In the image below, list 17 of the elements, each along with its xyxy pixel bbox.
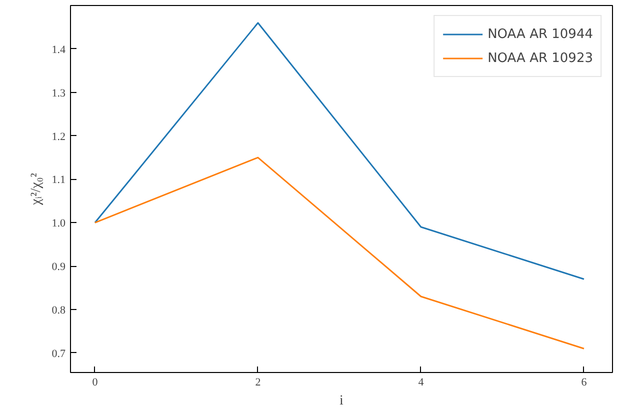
y-axis-title: χᵢ²/χ₀²	[28, 173, 44, 206]
y-tick-label: 1.0	[52, 218, 66, 230]
legend-label: NOAA AR 10944	[488, 26, 593, 42]
y-tick-label: 0.7	[52, 348, 66, 360]
y-tick-label: 1.3	[52, 87, 66, 100]
x-tick-label: 0	[92, 376, 98, 388]
y-tick-label: 0.9	[52, 261, 66, 274]
legend-label: NOAA AR 10923	[488, 50, 593, 66]
y-tick-label: 1.1	[52, 174, 66, 186]
x-axis-title: i	[340, 394, 344, 408]
y-tick-label: 1.2	[52, 130, 66, 143]
x-tick-label: 4	[418, 376, 424, 388]
line-series	[94, 156, 585, 350]
x-tick-label: 6	[581, 376, 588, 388]
x-tick-label: 2	[255, 376, 261, 388]
y-tick-label: 0.8	[52, 304, 66, 317]
y-tick-label: 1.4	[52, 44, 66, 56]
